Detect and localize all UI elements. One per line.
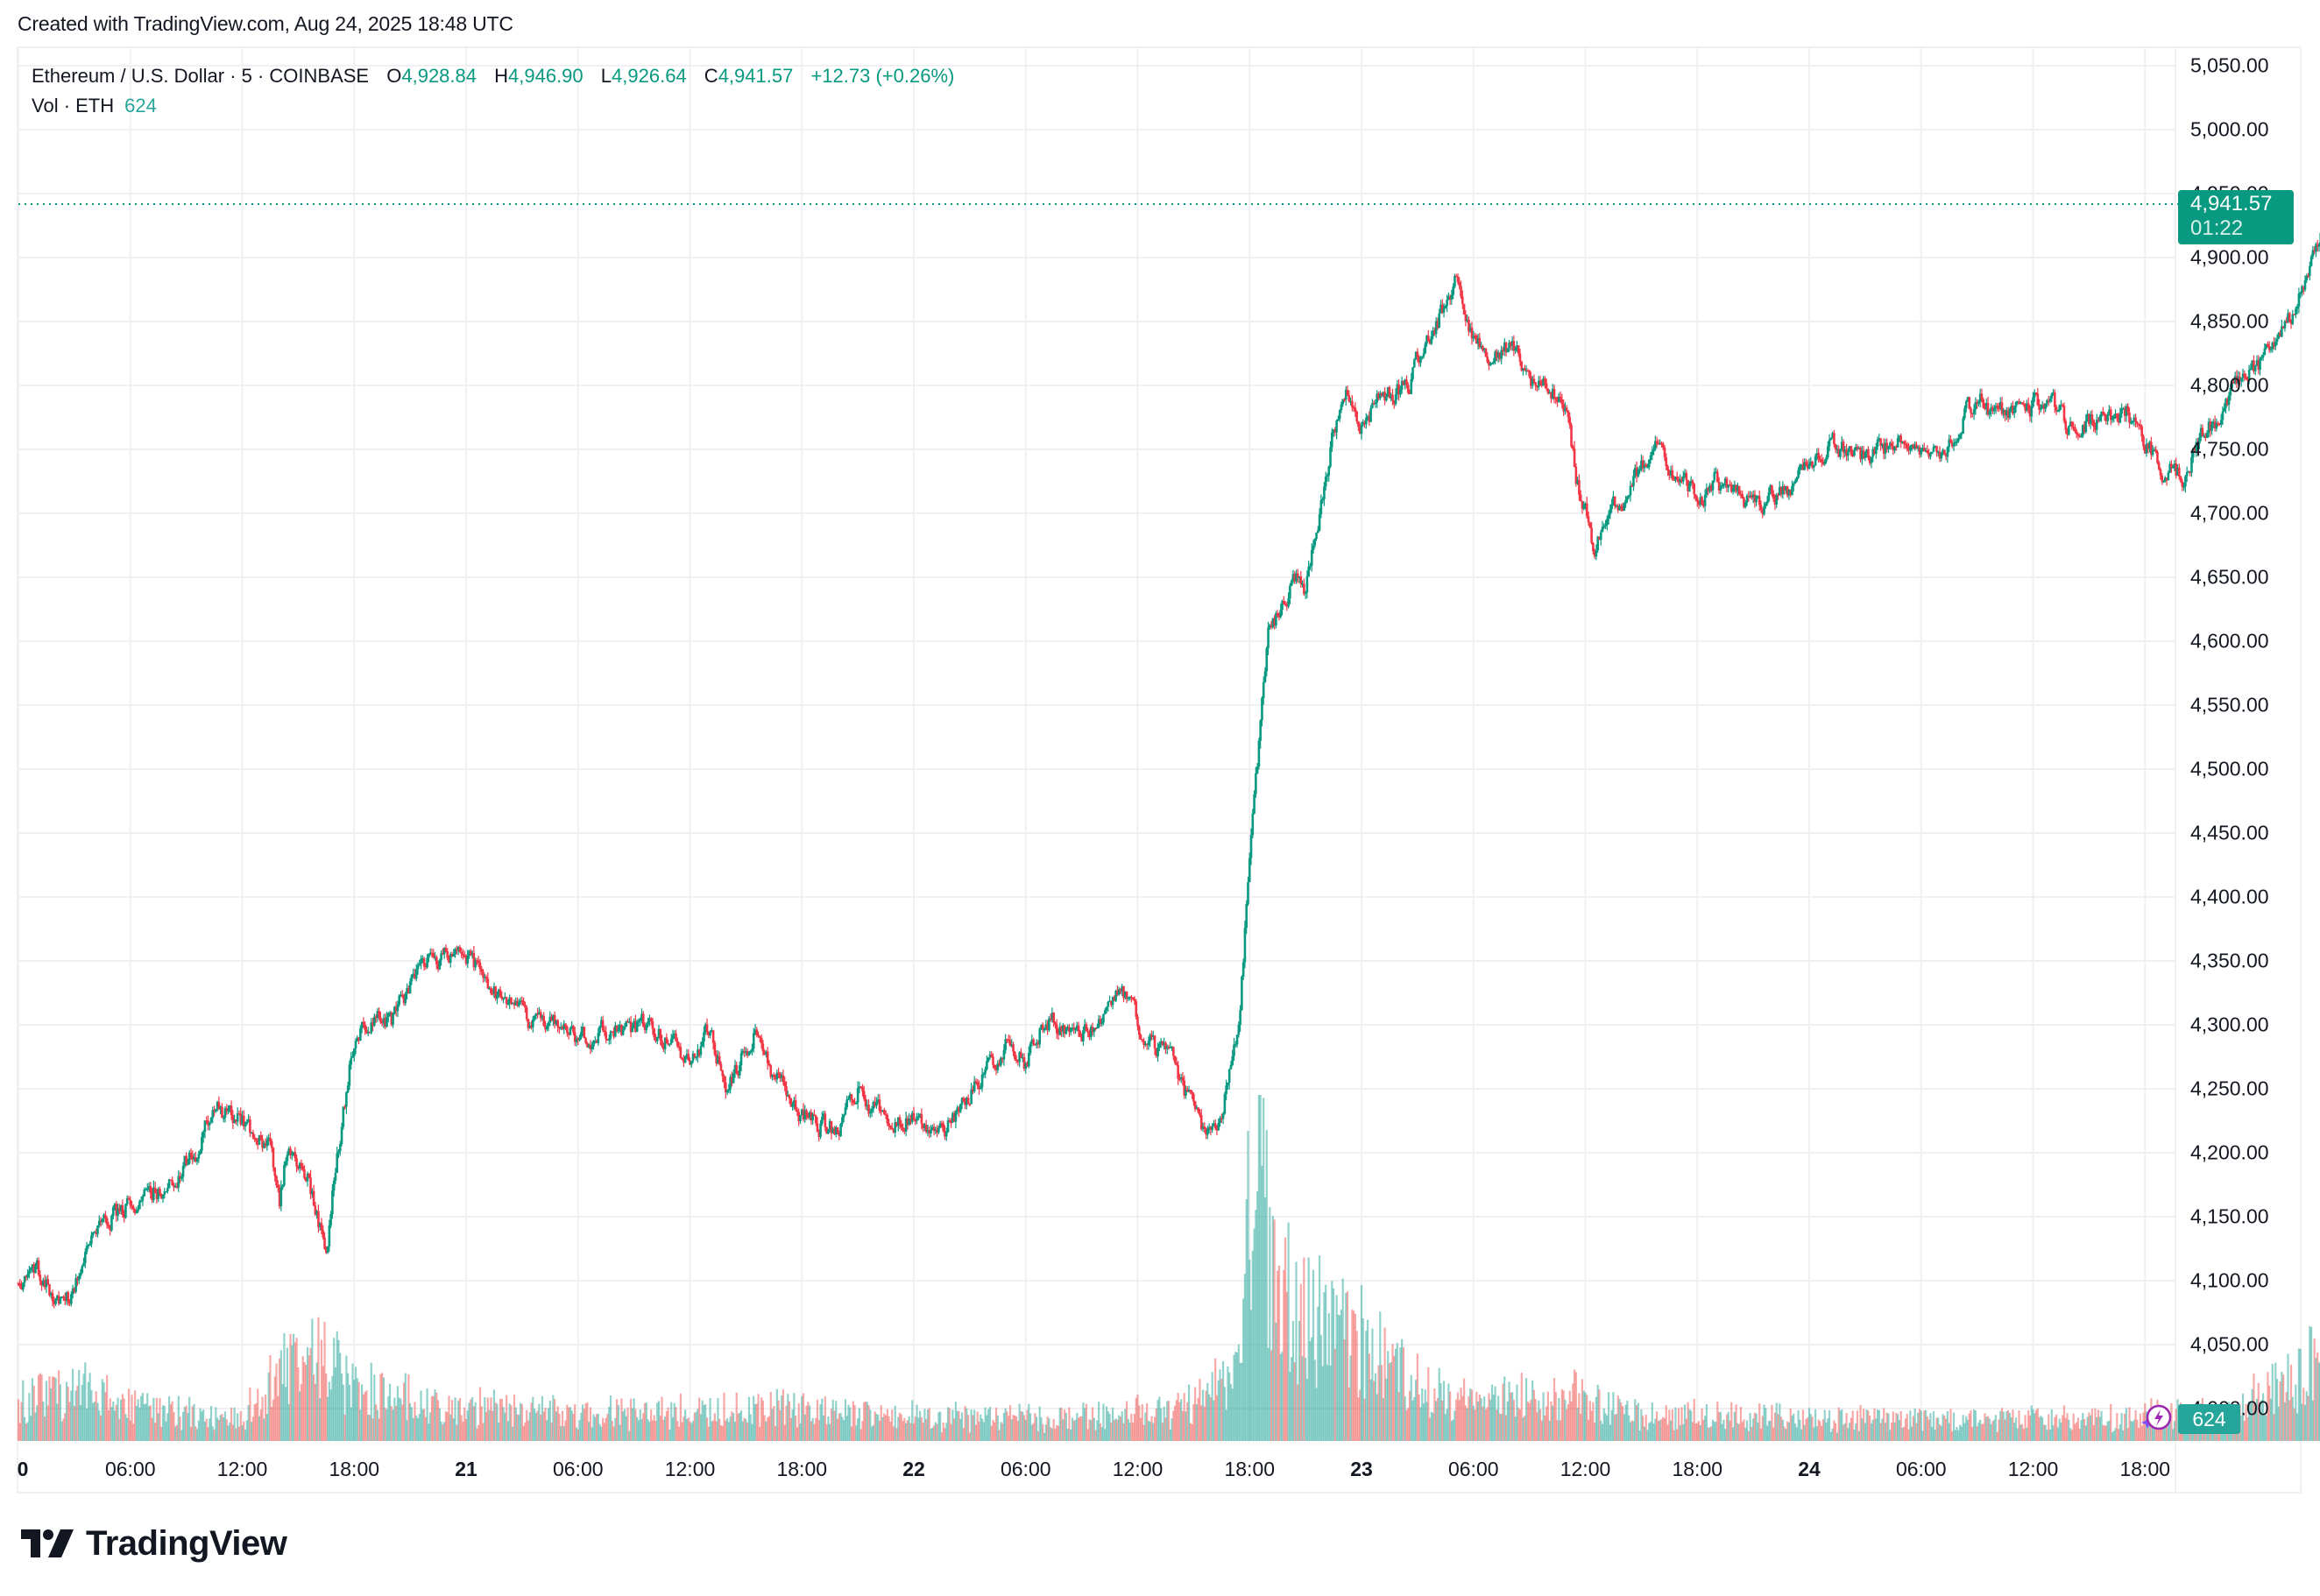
tradingview-logo-icon [21,1529,74,1557]
lightning-alert-icon[interactable] [2138,1400,2173,1435]
price-tick-label: 5,000.00 [2190,117,2269,141]
time-tick-label: 18:00 [1224,1458,1276,1480]
close-value: 4,941.57 [718,65,794,87]
price-tick-label: 4,700.00 [2190,501,2269,525]
last-price-tag: 4,941.57 01:22 [2178,190,2294,244]
time-tick-label: 18:00 [329,1458,380,1480]
price-tick-label: 4,200.00 [2190,1141,2269,1164]
price-tick-label: 4,500.00 [2190,757,2269,780]
chart-legend: Ethereum / U.S. Dollar · 5 · COINBASE O4… [32,61,954,121]
low-label: L [600,65,612,87]
time-tick-label: 18:00 [2119,1458,2171,1480]
time-tick-label: 23 [1350,1458,1373,1480]
last-volume-tag: 624 [2178,1404,2240,1434]
ohlc-row: Ethereum / U.S. Dollar · 5 · COINBASE O4… [32,61,954,91]
time-tick-label: 24 [1798,1458,1821,1480]
price-tick-label: 4,100.00 [2190,1268,2269,1292]
tradingview-logo-text: TradingView [86,1523,287,1563]
price-tick-label: 4,450.00 [2190,821,2269,844]
low-value: 4,926.64 [612,65,687,87]
tradingview-logo[interactable]: TradingView [21,1524,287,1563]
time-tick-label: 12:00 [2007,1458,2059,1480]
created-with-caption: Created with TradingView.com, Aug 24, 20… [18,12,513,35]
price-tick-label: 5,050.00 [2190,53,2269,77]
change-value: +12.73 (+0.26%) [810,65,955,87]
price-tick-label: 4,850.00 [2190,309,2269,333]
volume-label[interactable]: Vol · ETH [32,95,115,117]
bar-countdown: 01:22 [2190,216,2244,240]
time-tick-label: 0 [17,1458,29,1480]
time-tick-label: 06:00 [552,1458,604,1480]
time-tick-label: 06:00 [1447,1458,1499,1480]
price-tick-label: 4,650.00 [2190,565,2269,589]
time-tick-label: 12:00 [216,1458,268,1480]
price-tick-label: 4,150.00 [2190,1204,2269,1228]
price-tick-label: 4,600.00 [2190,629,2269,653]
price-tick-label: 4,550.00 [2190,693,2269,717]
price-tick-label: 4,300.00 [2190,1013,2269,1036]
volume-row: Vol · ETH 624 [32,91,954,121]
time-tick-label: 06:00 [1000,1458,1051,1480]
time-tick-label: 12:00 [664,1458,716,1480]
time-tick-label: 12:00 [1112,1458,1164,1480]
price-tick-label: 4,900.00 [2190,245,2269,269]
price-tick-label: 4,050.00 [2190,1332,2269,1356]
price-tick-label: 4,750.00 [2190,437,2269,461]
time-tick-label: 18:00 [776,1458,828,1480]
time-tick-label: 18:00 [1672,1458,1723,1480]
volume-bars [17,1095,2320,1441]
volume-value: 624 [124,95,157,117]
chart-grid [18,48,2176,1492]
high-label: H [494,65,509,87]
symbol-title[interactable]: Ethereum / U.S. Dollar · 5 · COINBASE [32,65,370,87]
price-tick-label: 4,800.00 [2190,373,2269,397]
time-tick-label: 21 [455,1458,477,1480]
time-tick-label: 06:00 [104,1458,156,1480]
close-label: C [704,65,718,87]
price-tick-label: 4,400.00 [2190,885,2269,908]
last-price-value: 4,941.57 [2190,192,2273,215]
time-tick-label: 12:00 [1560,1458,1611,1480]
open-label: O [386,65,402,87]
price-candles [17,232,2320,1309]
price-tick-label: 4,250.00 [2190,1077,2269,1100]
open-value: 4,928.84 [401,65,477,87]
time-tick-label: 06:00 [1895,1458,1947,1480]
high-value: 4,946.90 [508,65,584,87]
time-tick-label: 22 [902,1458,925,1480]
price-tick-label: 4,350.00 [2190,949,2269,972]
